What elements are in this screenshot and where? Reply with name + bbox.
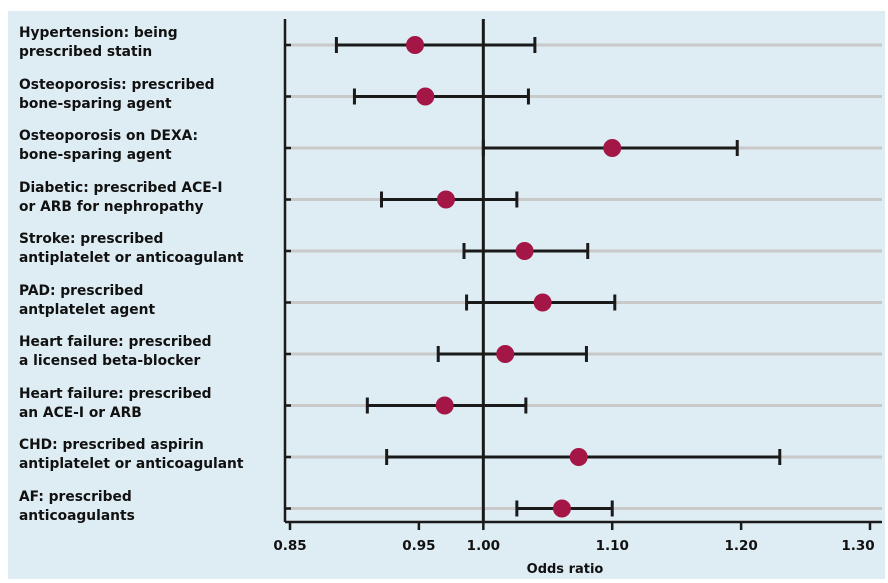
- row-label-line: Heart failure: prescribed: [19, 385, 212, 402]
- odds-ratio-point: [533, 293, 552, 312]
- odds-ratio-point: [603, 139, 622, 157]
- x-axis-label: Odds ratio: [526, 562, 604, 577]
- row-label-line: or ARB for nephropathy: [19, 198, 204, 215]
- row-label-line: AF: prescribed: [19, 488, 132, 505]
- odds-ratio-point: [436, 190, 455, 209]
- row-label-line: Diabetic: prescribed ACE-I: [19, 179, 223, 196]
- x-tick-label: 1.30: [841, 538, 875, 554]
- row-label-line: PAD: prescribed: [19, 282, 144, 299]
- odds-ratio-point: [515, 242, 534, 260]
- row-label-line: antiplatelet or anticoagulant: [19, 250, 244, 266]
- row-label-line: bone-sparing agent: [19, 147, 172, 163]
- row-label: Heart failure: prescribed a licensed beta…: [19, 333, 274, 371]
- row-label: Stroke: prescribed antiplatelet or antico…: [19, 230, 274, 268]
- row-label: Osteoporosis: prescribed bone-sparing age…: [19, 76, 274, 114]
- row-label-line: bone-sparing agent: [19, 95, 172, 112]
- row-label: CHD: prescribed aspirin antiplatelet or a…: [19, 436, 274, 474]
- x-tick-label: 1.00: [466, 538, 500, 554]
- plot-panel: [8, 11, 885, 579]
- odds-ratio-point: [496, 345, 515, 363]
- row-label-line: an ACE-I or ARB: [19, 404, 142, 421]
- row-label: Hypertension: being prescribed statin: [19, 24, 274, 62]
- odds-ratio-point: [416, 87, 435, 106]
- row-label-line: antiplatelet or anticoagulant: [19, 456, 244, 472]
- x-tick-label: 0.85: [273, 538, 307, 554]
- odds-ratio-point: [569, 448, 588, 466]
- row-label: AF: prescribed anticoagulants: [19, 488, 274, 526]
- row-label: PAD: prescribed antplatelet agent: [19, 282, 274, 320]
- odds-ratio-point: [435, 396, 454, 415]
- row-label-line: Hypertension: being: [19, 25, 178, 41]
- odds-ratio-point: [406, 36, 425, 54]
- row-label-line: Heart failure: prescribed: [19, 334, 212, 350]
- row-label: Osteoporosis on DEXA: bone-sparing agent: [19, 127, 274, 165]
- row-label-line: Osteoporosis: prescribed: [19, 76, 215, 93]
- row-label-line: anticoagulants: [19, 507, 135, 524]
- row-label-line: antplatelet agent: [19, 301, 156, 318]
- row-label: Diabetic: prescribed ACE-I or ARB for nep…: [19, 179, 274, 217]
- row-label-line: a licensed beta-blocker: [19, 353, 201, 369]
- x-tick-label: 0.95: [402, 538, 436, 554]
- row-label-line: Osteoporosis on DEXA:: [19, 128, 199, 144]
- row-label: Heart failure: prescribed an ACE-I or ARB: [19, 385, 274, 423]
- odds-ratio-point: [552, 499, 571, 518]
- row-label-line: prescribed statin: [19, 44, 153, 60]
- row-label-line: CHD: prescribed aspirin: [19, 437, 204, 453]
- x-tick-label: 1.20: [724, 538, 758, 554]
- row-label-line: Stroke: prescribed: [19, 231, 164, 247]
- x-tick-label: 1.10: [595, 538, 629, 554]
